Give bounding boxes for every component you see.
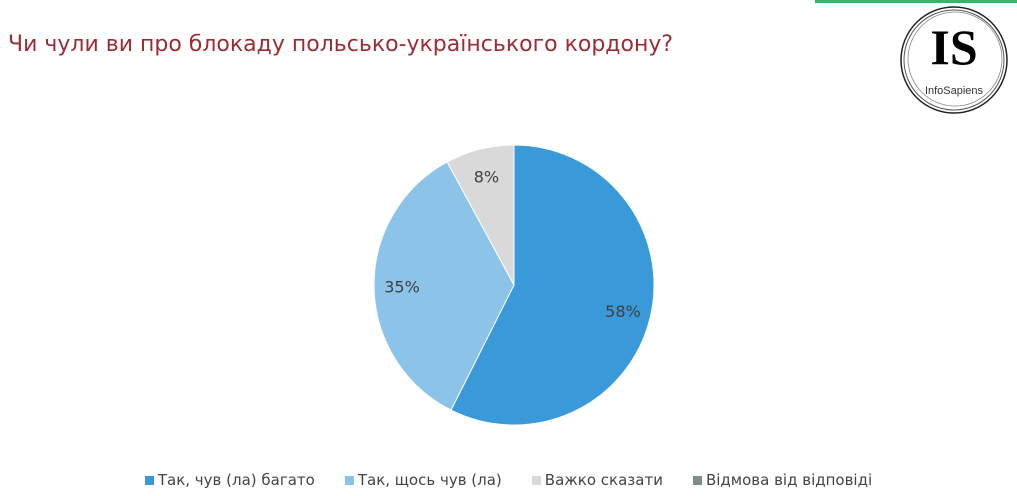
legend-label: Так, щось чув (ла) [357,471,502,489]
logo-subtext: InfoSapiens [925,85,984,97]
pie-slice [446,144,515,286]
legend-label: Відмова від відповіді [705,471,873,489]
pie-chart: 58% 35% 8% [373,144,655,426]
legend-swatch [144,475,154,485]
data-label: 58% [605,302,641,321]
legend-item: Так, щось чув (ла) [344,471,502,489]
legend-swatch [344,475,354,485]
legend-label: Так, чув (ла) багато [157,471,315,489]
data-label: 8% [474,167,499,186]
legend-swatch [531,475,541,485]
data-label: 35% [384,278,420,297]
legend-swatch [692,475,702,485]
legend-item: Важко сказати [531,471,663,489]
accent-bar [815,0,1017,3]
legend-item: Відмова від відповіді [692,471,873,489]
pie-slice [450,144,655,426]
legend: Так, чув (ла) багато Так, щось чув (ла) Ва… [0,471,1017,489]
legend-item: Так, чув (ла) багато [144,471,315,489]
page-title: Чи чули ви про блокаду польсько-українсь… [8,32,674,57]
legend-label: Важко сказати [544,471,663,489]
pie-slice [373,161,515,411]
infosapiens-logo: IS InfoSapiens [900,6,1008,114]
logo-text: IS [930,19,977,75]
